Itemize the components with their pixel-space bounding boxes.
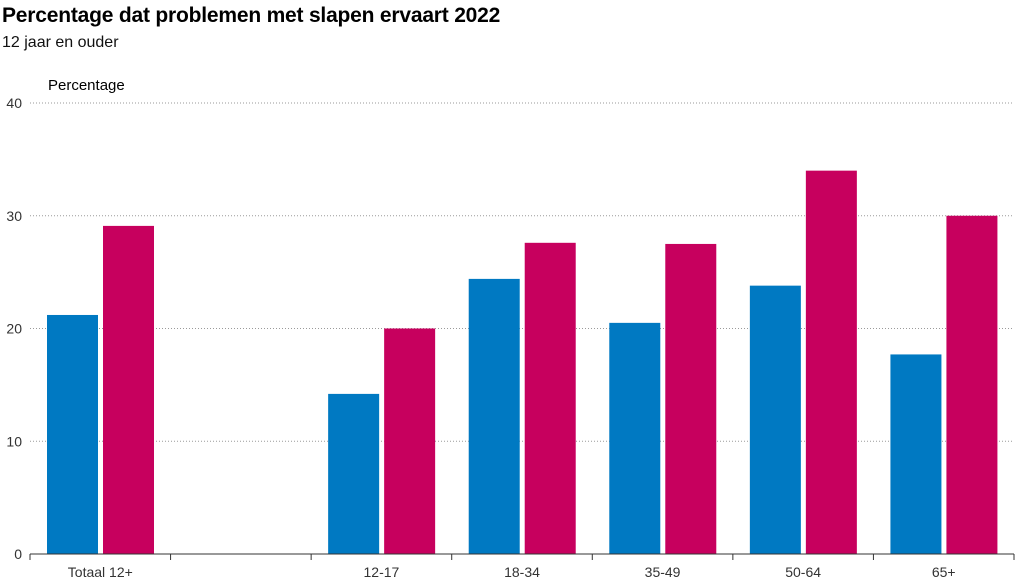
bar	[749, 285, 801, 554]
bar	[609, 322, 661, 554]
chart-title: Percentage dat problemen met slapen erva…	[2, 4, 501, 27]
x-tick-label: Totaal 12+	[68, 564, 133, 580]
bar	[805, 170, 857, 554]
y-tick-label: 0	[14, 546, 22, 562]
y-axis-label: Percentage	[48, 77, 125, 94]
x-tick-label: 50-64	[785, 564, 821, 580]
x-axis: Totaal 12+ 12-17 18-34 35-49 50-64 65+	[29, 553, 1015, 580]
bar	[890, 354, 942, 554]
y-tick-label: 30	[6, 208, 22, 224]
x-tick-label: 18-34	[504, 564, 540, 580]
y-tick-label: 20	[6, 321, 22, 337]
x-tick-label: 35-49	[645, 564, 681, 580]
bar	[103, 225, 154, 554]
bar	[524, 242, 576, 554]
bar	[384, 328, 436, 554]
bars	[47, 170, 998, 554]
bar	[47, 314, 98, 554]
chart-subtitle: 12 jaar en ouder	[2, 34, 119, 51]
y-tick-label: 10	[6, 433, 22, 449]
bar	[946, 215, 998, 554]
x-tick-label: 12-17	[364, 564, 400, 580]
y-tick-label: 40	[6, 95, 22, 111]
y-axis-ticks: 0 10 20 30 40	[6, 95, 22, 562]
bar	[328, 393, 380, 554]
bar	[468, 278, 520, 554]
bar	[665, 243, 717, 554]
x-tick-label: 65+	[932, 564, 956, 580]
gridlines	[30, 102, 1014, 442]
